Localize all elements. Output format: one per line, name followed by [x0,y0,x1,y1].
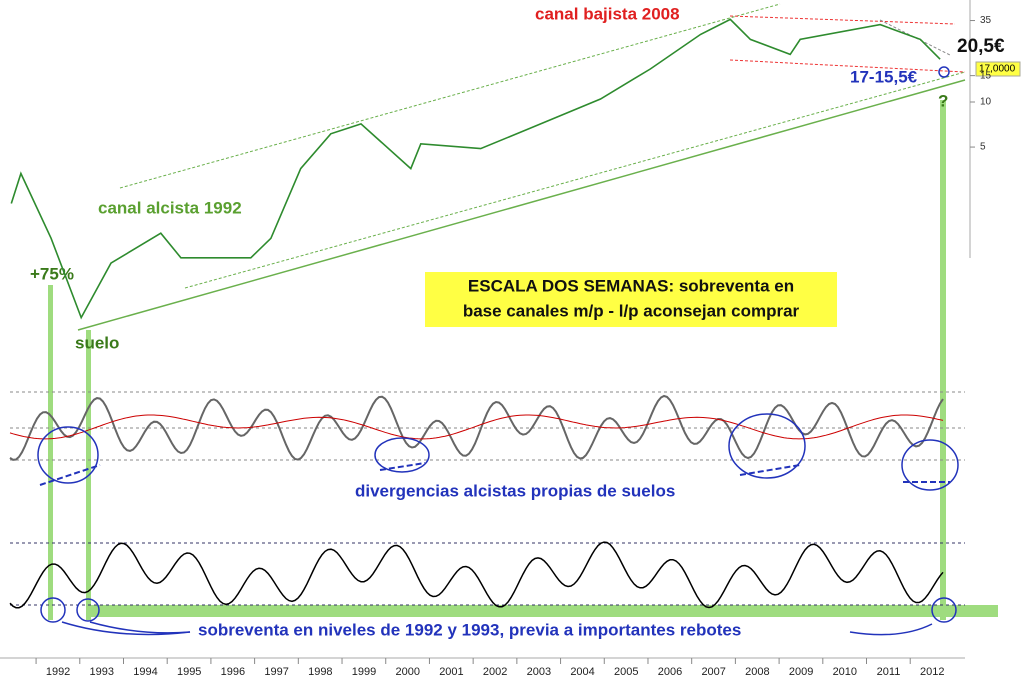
trend-line [879,19,951,56]
oscillator [9,541,944,609]
annotation: 20,5€ [957,36,1005,57]
marker-bar [48,285,53,620]
x-tick-label: 1993 [90,666,114,678]
price-tag [975,61,1021,77]
x-tick-label: 2003 [527,666,551,678]
x-tick-label: 2011 [877,666,901,678]
x-tick-label: 2012 [920,666,944,678]
x-tick-label: 1997 [264,666,288,678]
bear-channel [729,59,966,73]
annotation: 17-15,5€ [850,67,918,86]
x-tick-label: 2007 [701,666,725,678]
annotation: canal alcista 1992 [98,198,242,217]
note-line: base canales m/p - l/p aconsejan comprar [463,301,800,320]
channel-line [119,3,781,189]
highlight-circle [938,66,950,78]
price-line [10,18,941,320]
highlight-circle [37,426,99,484]
y-tick-label: 15 [980,70,992,81]
x-tick-label: 1996 [221,666,245,678]
y-tick-label: 10 [980,97,992,108]
highlight-circle [374,437,430,473]
x-tick-label: 2010 [833,666,857,678]
x-tick-label: 1995 [177,666,201,678]
divergence-line [739,464,801,476]
oversold-band [90,605,998,617]
highlight-circle [728,413,806,479]
oscillator [9,394,944,461]
divergence-line [379,462,426,471]
x-tick-label: 1992 [46,666,70,678]
price-tag-label: 17,0000 [979,64,1016,75]
x-tick-label: 2001 [439,666,463,678]
y-tick-label: 5 [980,142,986,153]
channel-line [77,79,966,331]
arrow [849,623,933,636]
annotation: divergencias alcistas propias de suelos [355,481,675,500]
x-tick-label: 2000 [395,666,419,678]
x-tick-label: 2004 [570,666,594,678]
highlight-circle [901,439,959,491]
highlight-circle [76,598,100,622]
marker-bar [940,100,946,620]
note-line: ESCALA DOS SEMANAS: sobreventa en [468,276,794,295]
annotation: sobreventa en niveles de 1992 y 1993, pr… [198,620,741,639]
y-tick-label: 35 [980,15,992,26]
x-tick-label: 1998 [308,666,332,678]
annotation: suelo [75,333,119,352]
note-box [425,272,837,327]
x-tick-label: 2008 [745,666,769,678]
highlight-circle [40,597,66,623]
highlight-circle [931,597,957,623]
annotation: canal bajista 2008 [535,4,680,23]
indicators [9,394,944,609]
x-tick-label: 2005 [614,666,638,678]
x-tick-label: 2006 [658,666,682,678]
arrow [89,621,191,634]
oscillator [9,414,944,440]
x-tick-label: 2009 [789,666,813,678]
x-tick-label: 1994 [133,666,157,678]
x-tick-label: 2002 [483,666,507,678]
divergence-line [39,464,101,486]
bear-channel [729,15,956,25]
annotation: ? [938,91,948,110]
x-tick-label: 1999 [352,666,376,678]
